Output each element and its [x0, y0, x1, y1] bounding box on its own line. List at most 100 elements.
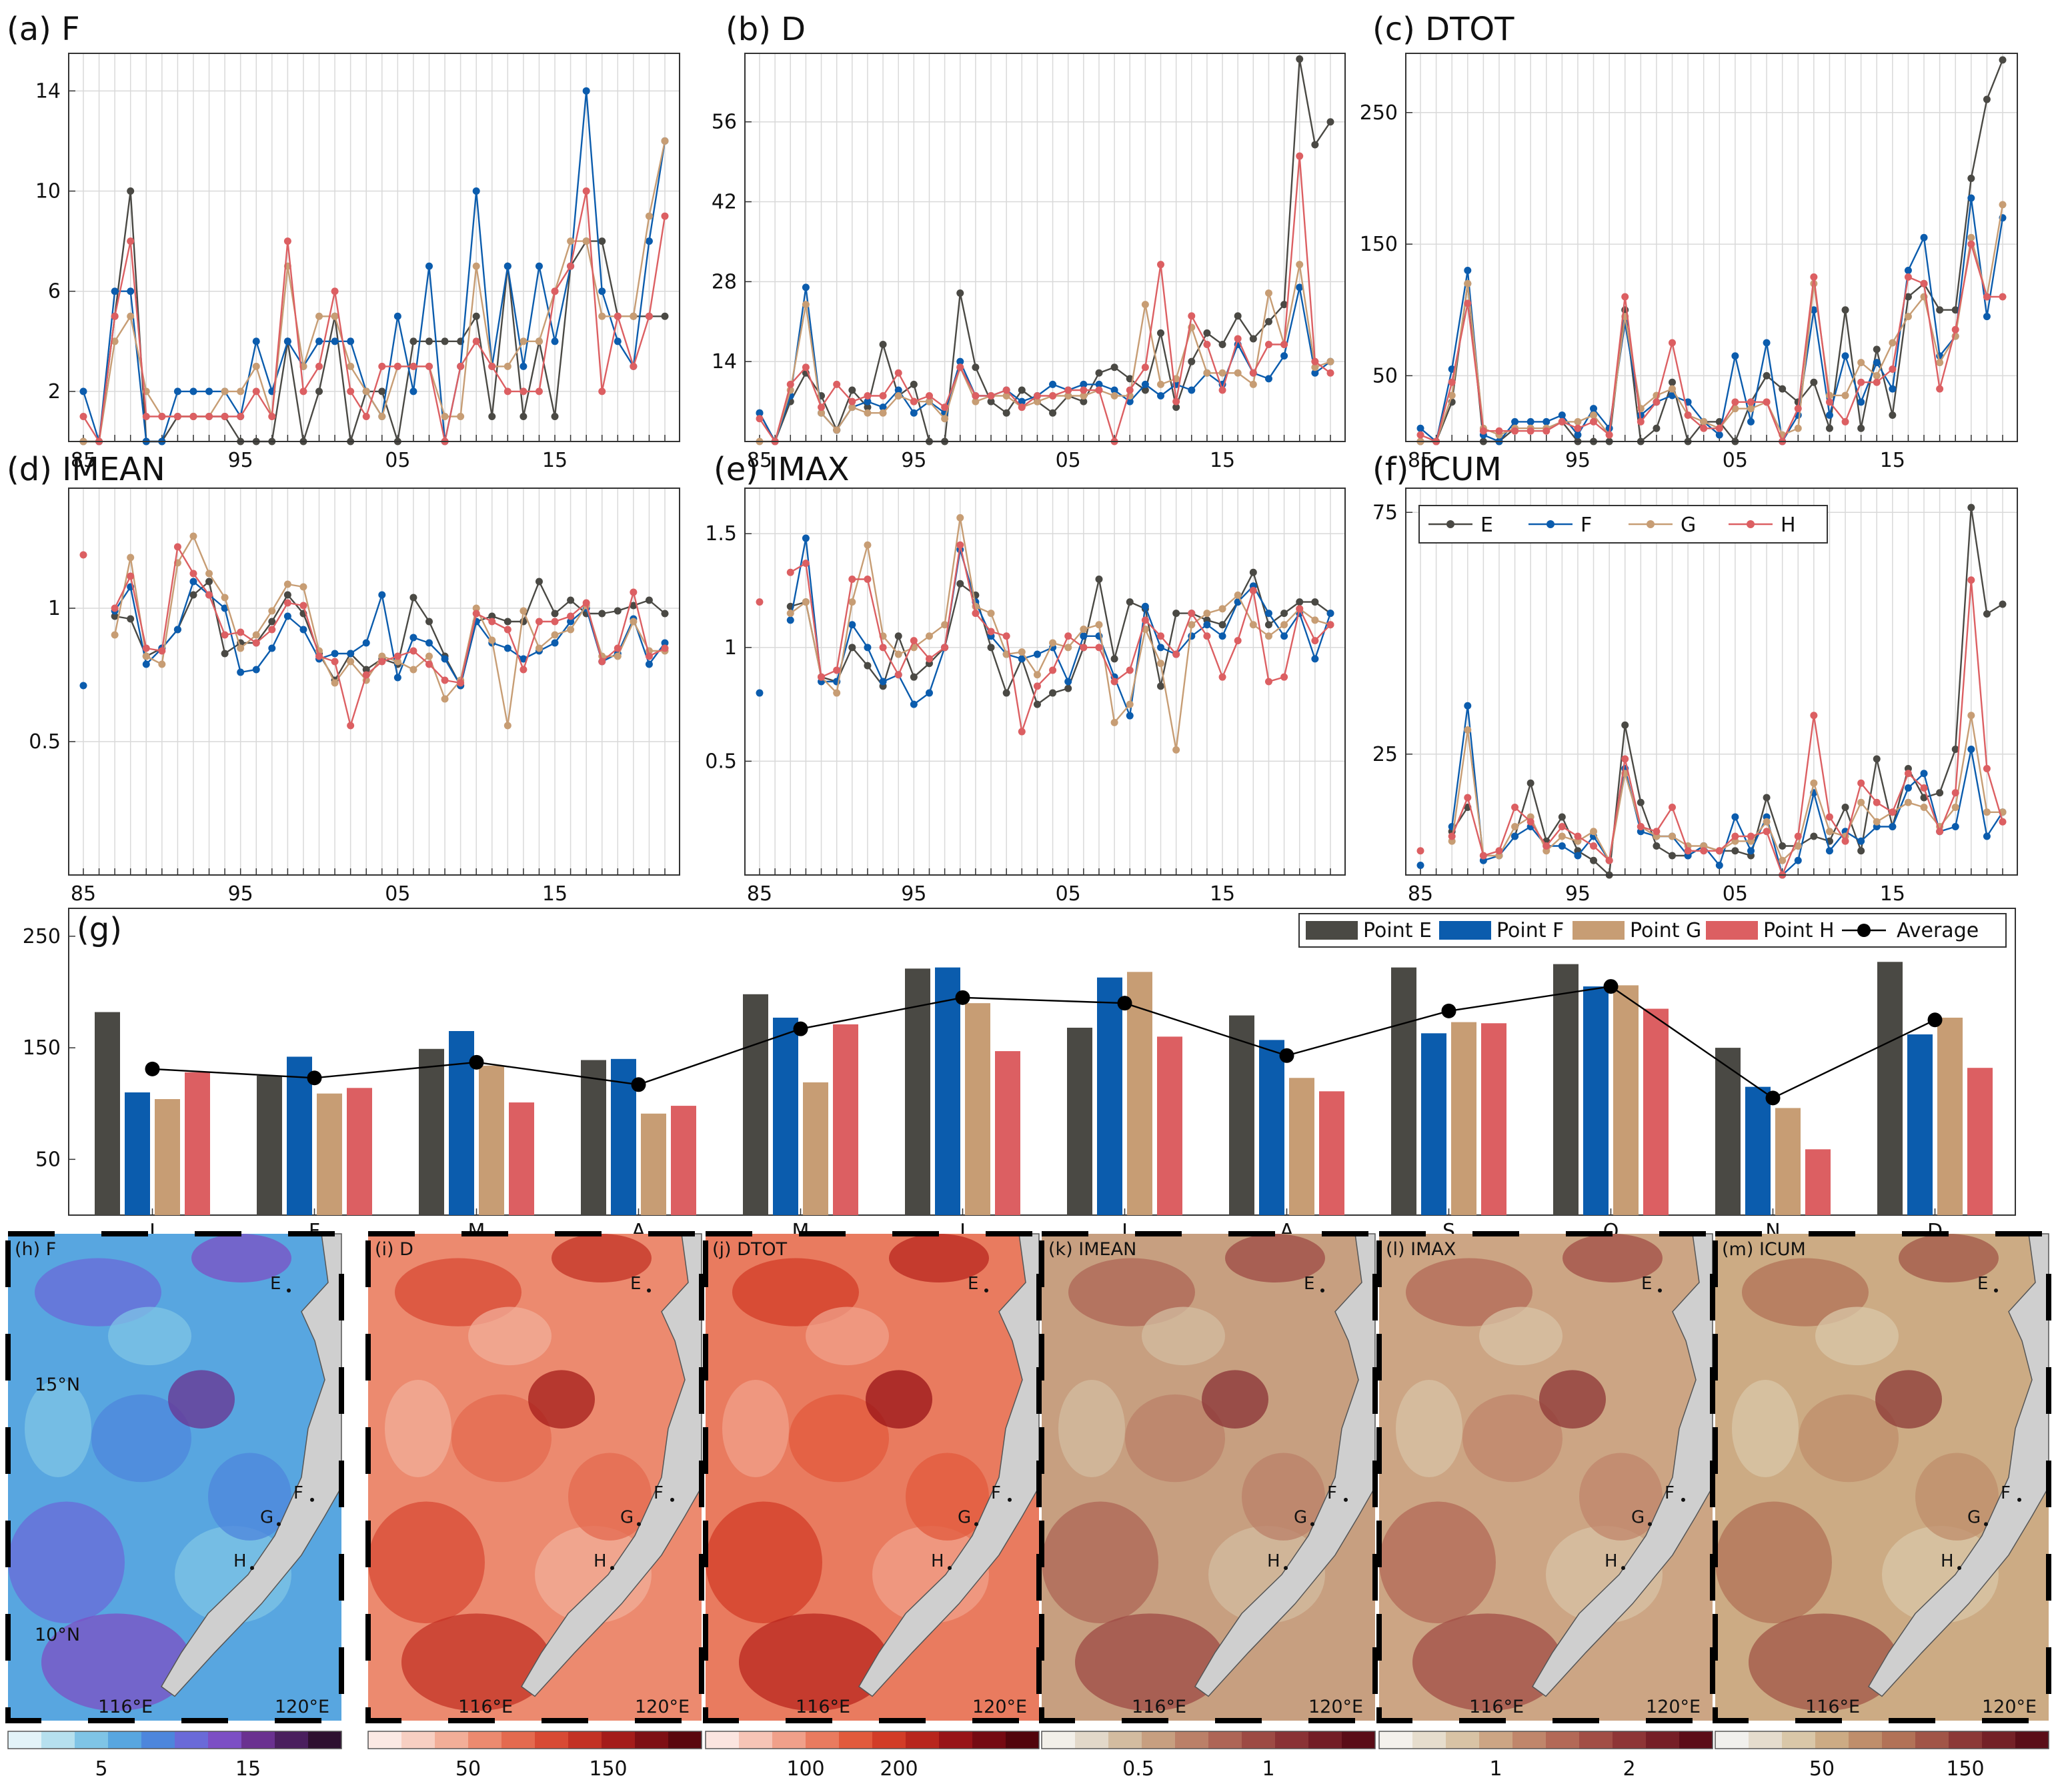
data-point-G: [941, 415, 949, 423]
panel-c: (c) DTOT 50 150 250 85 95 05 15: [1360, 11, 2018, 472]
data-point-F: [1904, 267, 1912, 275]
data-point-H: [127, 572, 135, 580]
data-point-H: [1873, 798, 1881, 806]
data-point-G: [1779, 856, 1787, 864]
map-point-marker-H: [1284, 1566, 1288, 1571]
colorbar-frame: [1041, 1731, 1376, 1749]
data-point-H: [661, 644, 669, 652]
x-tick-label: 95: [228, 449, 253, 472]
map-label: (j) DTOT: [712, 1239, 788, 1260]
data-point-H: [1495, 427, 1503, 435]
data-point-H: [1218, 673, 1226, 681]
data-point-G: [1448, 391, 1456, 399]
data-point-G: [1889, 339, 1897, 347]
data-point-E: [894, 632, 902, 640]
x-tick-label: 15: [542, 449, 568, 472]
data-point-H: [941, 644, 949, 652]
map-field-patch: [1479, 1306, 1563, 1366]
bar-point-h: [185, 1072, 210, 1215]
data-point-E: [1172, 610, 1180, 618]
data-point-H: [1311, 637, 1319, 645]
data-point-E: [1936, 789, 1944, 797]
data-point-G: [315, 312, 323, 320]
y-tick-label: 25: [1372, 743, 1398, 766]
panel-f-title: (f) ICUM: [1372, 451, 1502, 488]
data-point-H: [1605, 431, 1613, 439]
colorbar-swatch: [41, 1731, 75, 1749]
data-point-H: [268, 412, 276, 420]
data-point-G: [409, 666, 417, 674]
map-field-patch: [1799, 1394, 1899, 1483]
data-point-F: [1511, 417, 1519, 425]
map-point-label-F: F: [1327, 1483, 1337, 1503]
bar-point-g: [155, 1099, 180, 1215]
data-point-H: [1763, 398, 1771, 406]
data-point-G: [221, 387, 229, 395]
data-point-H: [1590, 842, 1598, 850]
data-point-G: [1234, 369, 1242, 377]
data-point-H: [127, 237, 135, 245]
map-point-label-G: G: [1294, 1507, 1307, 1527]
data-point-G: [1018, 648, 1026, 656]
data-point-G: [1857, 359, 1865, 367]
data-point-G: [1825, 828, 1833, 836]
data-point-F: [661, 639, 669, 647]
data-point-F: [1218, 632, 1226, 640]
map-field-patch: [722, 1380, 789, 1477]
map-field-patch: [1412, 1613, 1563, 1711]
data-point-E: [1264, 317, 1272, 325]
data-point-F: [582, 87, 590, 95]
data-point-G: [894, 392, 902, 400]
map-point-marker-H: [1621, 1566, 1625, 1571]
data-point-G: [567, 237, 575, 245]
data-point-G: [237, 644, 245, 652]
data-point-E: [362, 666, 370, 674]
data-point-G: [1311, 616, 1319, 624]
x-tick-label: J: [148, 1220, 155, 1243]
data-point-F: [879, 403, 887, 411]
data-point-H: [1479, 427, 1487, 435]
data-point-F: [1064, 678, 1072, 686]
data-point-H: [1049, 666, 1057, 674]
colorbar-swatch: [839, 1731, 873, 1749]
data-point-E: [661, 610, 669, 618]
y-tick-label: 2: [48, 380, 61, 403]
data-point-G: [221, 594, 229, 602]
data-point-F: [1967, 194, 1975, 202]
data-point-E: [1999, 600, 2007, 608]
lon-label: 116°E: [796, 1697, 850, 1717]
data-point-H: [598, 387, 606, 395]
data-point-E: [614, 607, 622, 615]
data-point-F: [1280, 352, 1288, 360]
colorbar-swatch: [8, 1731, 42, 1749]
map-field-patch: [789, 1394, 889, 1483]
data-point-H: [1889, 365, 1897, 373]
y-tick-label: 75: [1372, 501, 1398, 524]
colorbar-swatch: [108, 1731, 142, 1749]
data-point-H: [1326, 621, 1334, 629]
x-tick-label: J: [1120, 1220, 1128, 1243]
data-point-E: [1779, 385, 1787, 393]
data-point-F: [331, 337, 339, 345]
data-point-H: [205, 591, 213, 599]
data-point-H: [1684, 847, 1692, 855]
bar-point-h: [1967, 1068, 1993, 1215]
panel-b-title: (b) D: [726, 11, 806, 48]
data-point-H: [520, 666, 528, 674]
map-panel-j: E FG H (j) DTOT 116°E 120°E: [703, 1231, 1042, 1723]
data-point-H: [472, 610, 480, 618]
data-point-H: [347, 387, 355, 395]
lon-label: 120°E: [1308, 1697, 1363, 1717]
colorbar-swatch: [1208, 1731, 1242, 1749]
data-point-H: [1951, 789, 1959, 797]
data-point-H: [614, 644, 622, 652]
map-field-patch: [1742, 1258, 1869, 1326]
map-field-patch: [528, 1370, 595, 1429]
data-point-F: [189, 578, 197, 586]
data-point-G: [1326, 357, 1334, 365]
map-field-patch: [1899, 1234, 1999, 1282]
data-point-G: [956, 514, 964, 522]
data-point-G: [457, 412, 465, 420]
data-point-H: [879, 392, 887, 400]
legend-marker-E: [1446, 520, 1454, 528]
